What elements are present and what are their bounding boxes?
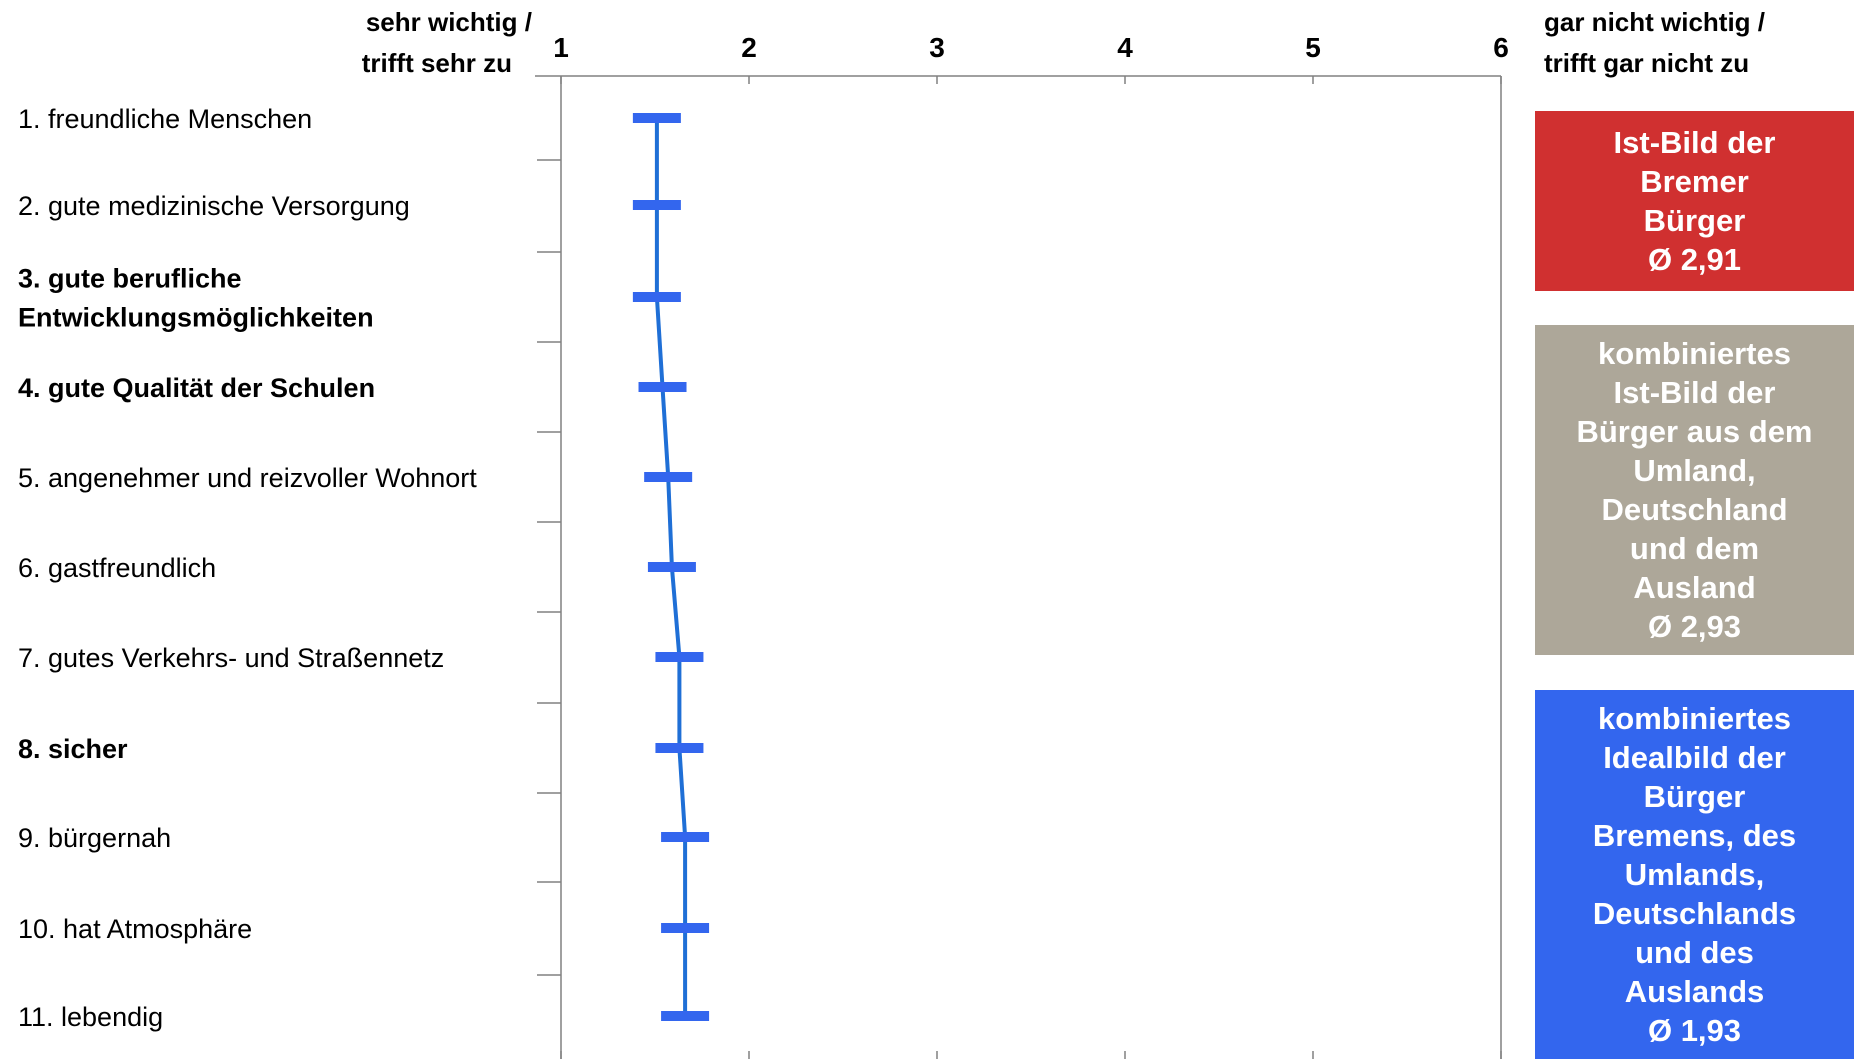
x-tick-label: 1 — [553, 32, 569, 63]
legend-text-line: Ø 2,93 — [1647, 609, 1742, 644]
category-label: 4. gute Qualität der Schulen — [18, 373, 375, 403]
legend-ist-bild-bremen: Ist-Bild der Bremer Bürger Ø 2,91 — [1535, 111, 1854, 291]
legend-text-line: und dem — [1629, 531, 1760, 566]
legend-text-line: Ø 2,91 — [1647, 242, 1742, 277]
legend-text-line: Ist-Bild der — [1613, 125, 1776, 160]
legend-text-line: Deutschlands — [1592, 896, 1797, 931]
axis-right-label-line1: gar nicht wichtig / — [1544, 7, 1765, 37]
legend-text-line: Bürger — [1643, 203, 1746, 238]
category-label: 5. angenehmer und reizvoller Wohnort — [18, 463, 477, 493]
x-tick-label: 6 — [1493, 32, 1509, 63]
legend-ist-bild-kombiniert: kombiniertes Ist-Bild der Bürger aus dem Um… — [1535, 325, 1854, 655]
axis-right-label-line2: trifft gar nicht zu — [1544, 48, 1749, 78]
data-marker — [647, 562, 696, 572]
x-axis: 1 2 3 4 5 6 sehr wichtig / trifft sehr zu gar ni… — [362, 7, 1765, 1059]
category-label: 10. hat Atmosphäre — [18, 914, 252, 944]
x-tick-label: 2 — [741, 32, 757, 63]
legend-text-line: kombiniertes — [1598, 701, 1791, 736]
axis-left-label-line2: trifft sehr zu — [362, 48, 512, 78]
axis-left-label-line1: sehr wichtig / — [366, 7, 532, 37]
legend-text-line: und des — [1635, 935, 1754, 970]
data-marker — [661, 832, 710, 842]
data-marker — [661, 923, 710, 933]
x-tick-label: 4 — [1117, 32, 1133, 63]
legend-text-line: Idealbild der — [1603, 740, 1786, 775]
category-label: Entwicklungsmöglichkeiten — [18, 303, 374, 333]
data-marker — [632, 292, 681, 302]
category-label: 9. bürgernah — [18, 823, 171, 853]
data-marker — [655, 652, 704, 662]
legend-idealbild-kombiniert: kombiniertes Idealbild der Bürger Bremens, … — [1535, 690, 1854, 1059]
legend-text-line: Ø 1,93 — [1647, 1013, 1742, 1048]
category-label: 6. gastfreundlich — [18, 553, 216, 583]
data-marker — [655, 743, 704, 753]
legend-text-line: Umland, — [1633, 453, 1756, 488]
category-label: 3. gute berufliche — [18, 264, 242, 294]
category-label: 8. sicher — [18, 734, 128, 764]
x-tick-label: 3 — [929, 32, 945, 63]
legend-text-line: Ausland — [1633, 570, 1756, 605]
legend-text-line: kombiniertes — [1598, 336, 1791, 371]
category-label: 7. gutes Verkehrs- und Straßennetz — [18, 643, 444, 673]
data-marker — [632, 200, 681, 210]
legend-text-line: Bürger aus dem — [1576, 414, 1813, 449]
category-labels: 1. freundliche Menschen 2. gute medizinis… — [18, 104, 477, 1032]
legend-text-line: Umlands, — [1624, 857, 1765, 892]
legend-text-line: Bremer — [1640, 164, 1749, 199]
x-tick-label: 5 — [1305, 32, 1321, 63]
data-marker — [632, 113, 681, 123]
category-label: 1. freundliche Menschen — [18, 104, 312, 134]
series-ideal — [632, 113, 710, 1021]
category-label: 11. lebendig — [18, 1002, 163, 1032]
data-marker — [638, 382, 687, 392]
legend-text-line: Auslands — [1624, 974, 1765, 1009]
legend-text-line: Bürger — [1643, 779, 1746, 814]
data-marker — [661, 1011, 710, 1021]
category-label: 2. gute medizinische Versorgung — [18, 191, 410, 221]
legend-text-line: Ist-Bild der — [1613, 375, 1776, 410]
data-marker — [644, 472, 693, 482]
legend-text-line: Bremens, des — [1592, 818, 1797, 853]
legend-text-line: Deutschland — [1601, 492, 1788, 527]
